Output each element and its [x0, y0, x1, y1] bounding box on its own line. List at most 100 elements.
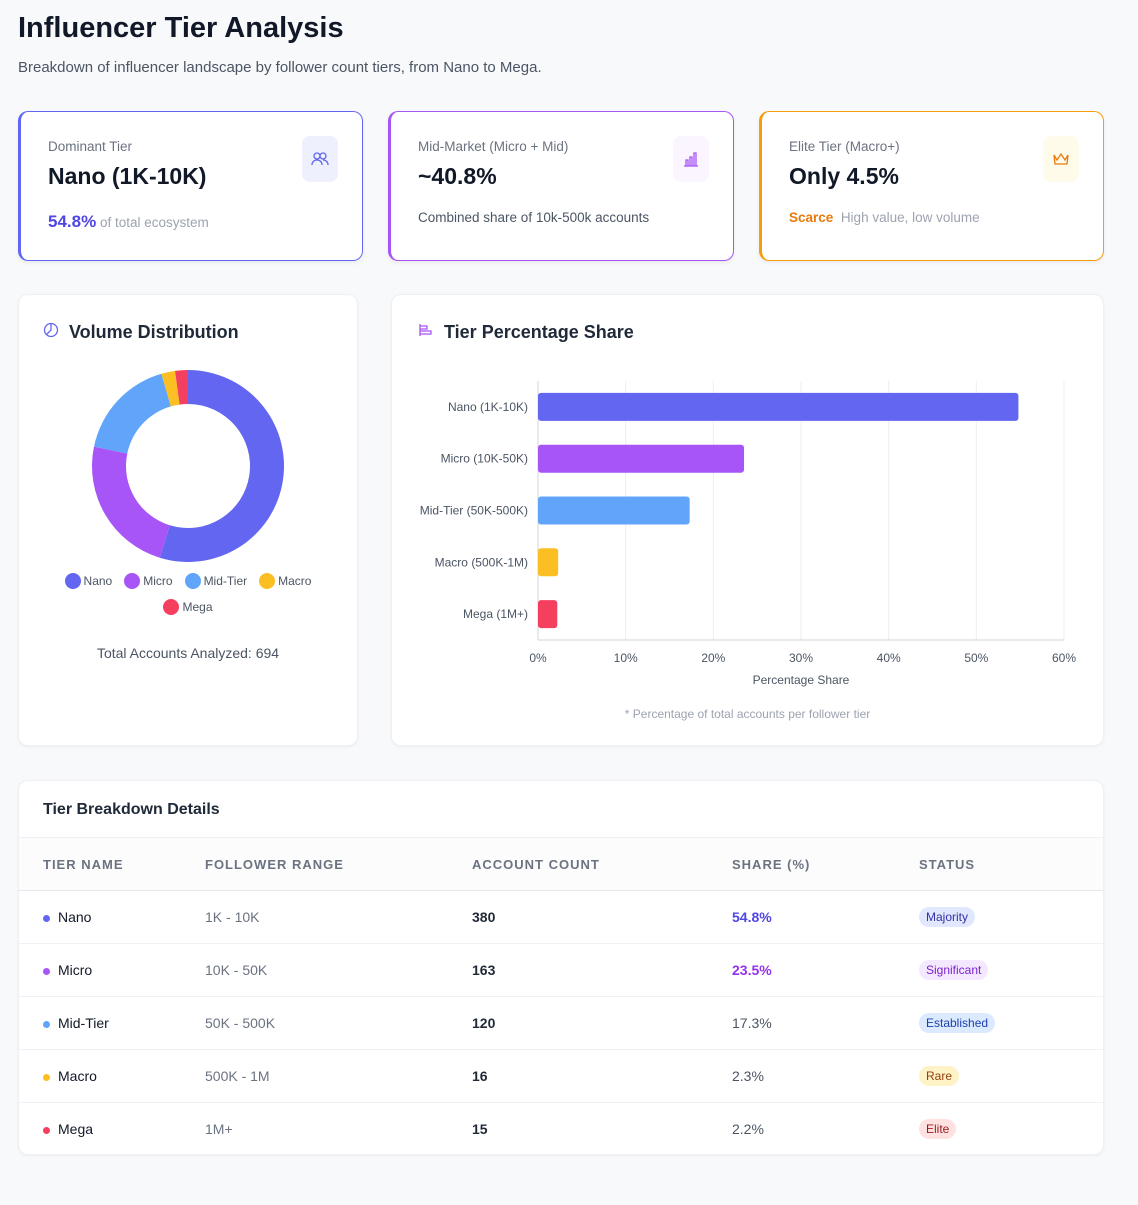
x-tick-label: 0% — [529, 651, 547, 665]
kpi-label: Dominant Tier — [48, 139, 133, 154]
x-axis-label: Percentage Share — [753, 673, 850, 687]
legend-label: Nano — [83, 574, 113, 588]
donut-slice-nano[interactable] — [159, 370, 284, 562]
tier-dot — [43, 1020, 50, 1028]
x-tick-label: 40% — [877, 651, 901, 665]
follower-range: 50K - 500K — [205, 996, 472, 1050]
table-row: Macro 500K - 1M 16 2.3% Rare — [19, 1049, 1103, 1103]
tier-name: Nano — [58, 909, 92, 925]
kpi-highlight: Scarce — [789, 210, 834, 225]
kpi-value: Nano (1K-10K) — [48, 163, 207, 189]
donut-slice-mid-tier[interactable] — [93, 373, 171, 454]
bar-3[interactable] — [538, 548, 559, 577]
col-header: SHARE (%) — [732, 837, 919, 891]
kpi-note: Combined share of 10k-500k accounts — [418, 210, 650, 225]
tier-name: Mega — [58, 1121, 94, 1137]
legend-item[interactable]: Micro — [124, 573, 173, 589]
donut-slice-macro[interactable] — [161, 370, 180, 407]
legend-item[interactable]: Macro — [259, 573, 311, 589]
status-badge: Majority — [919, 907, 976, 927]
kpi-note: High value, low volume — [840, 210, 980, 225]
legend-label: Micro — [143, 574, 173, 588]
account-count: 16 — [472, 1049, 732, 1103]
follower-range: 1K - 10K — [205, 890, 472, 944]
bar-1[interactable] — [538, 444, 745, 473]
tier-dot — [43, 967, 50, 975]
table-row: Mid-Tier 50K - 500K 120 17.3% Establishe… — [19, 996, 1103, 1050]
chart-footnote: * Percentage of total accounts per follo… — [624, 707, 871, 721]
crown-icon — [1043, 136, 1079, 182]
kpi-mid-market: Mid-Market (Micro + Mid) ~40.8% Combined… — [388, 111, 734, 261]
legend-item[interactable]: Mega — [163, 599, 213, 615]
account-count: 380 — [472, 890, 732, 944]
legend-swatch — [259, 573, 276, 589]
legend-swatch — [124, 573, 141, 589]
tier-dot — [43, 914, 50, 922]
follower-range: 10K - 50K — [205, 943, 472, 997]
kpi-value: ~40.8% — [418, 163, 497, 189]
x-tick-label: 20% — [701, 651, 725, 665]
bar-0[interactable] — [538, 392, 1019, 421]
bar-chart-icon — [673, 136, 709, 182]
table-row: Mega 1M+ 15 2.2% Elite — [19, 1102, 1103, 1154]
y-tick-label: Macro (500K-1M) — [435, 555, 528, 569]
y-tick-label: Mid-Tier (50K-500K) — [420, 504, 528, 518]
x-tick-label: 30% — [789, 651, 813, 665]
follower-range: 1M+ — [205, 1102, 472, 1154]
account-count: 120 — [472, 996, 732, 1050]
kpi-note: of total ecosystem — [99, 215, 209, 230]
table-row: Micro 10K - 50K 163 23.5% Significant — [19, 943, 1103, 997]
bar-chart: 0% 10% 20% 30% 40% 50% 60% Percentage Share Nano… — [420, 381, 1076, 687]
donut-chart — [91, 370, 284, 562]
share-percent: 2.2% — [732, 1102, 919, 1154]
donut-slice-mega[interactable] — [175, 370, 188, 405]
donut-slice-micro[interactable] — [91, 446, 170, 558]
users-icon — [302, 136, 338, 182]
status-badge: Significant — [919, 960, 989, 980]
status-badge: Established — [919, 1013, 996, 1033]
kpi-value: Only 4.5% — [789, 163, 899, 189]
total-accounts: Total Accounts Analyzed: 694 — [96, 645, 280, 661]
table-row: Nano 1K - 10K 380 54.8% Majority — [19, 890, 1103, 944]
col-header: STATUS — [919, 837, 1103, 891]
legend-label: Macro — [278, 574, 312, 588]
bar-2[interactable] — [538, 496, 690, 525]
y-tick-label: Mega (1M+) — [463, 607, 528, 621]
page-title: Influencer Tier Analysis — [18, 12, 344, 44]
legend-item[interactable]: Nano — [64, 573, 113, 589]
y-tick-label: Nano (1K-10K) — [448, 400, 528, 414]
volume-distribution-card: Volume Distribution Nano Micro Mid-Tier Mac… — [18, 294, 358, 746]
x-tick-label: 50% — [964, 651, 988, 665]
kpi-elite-tier: Elite Tier (Macro+) Only 4.5% Scarce Hig… — [759, 111, 1104, 261]
legend-label: Mid-Tier — [203, 574, 248, 588]
col-header: FOLLOWER RANGE — [205, 837, 472, 891]
account-count: 163 — [472, 943, 732, 997]
x-tick-label: 10% — [614, 651, 638, 665]
y-tick-label: Micro (10K-50K) — [441, 452, 528, 466]
account-count: 15 — [472, 1102, 732, 1154]
card-title: Tier Percentage Share — [444, 322, 634, 342]
legend-swatch — [184, 573, 201, 589]
tier-name: Micro — [58, 962, 93, 978]
tier-table: TIER NAME FOLLOWER RANGE ACCOUNT COUNT S… — [19, 837, 1103, 1154]
follower-range: 500K - 1M — [205, 1049, 472, 1103]
tier-dot — [43, 1073, 50, 1081]
tier-name: Mid-Tier — [58, 1015, 109, 1031]
bar-chart-icon — [418, 322, 434, 343]
kpi-label: Mid-Market (Micro + Mid) — [418, 139, 569, 154]
share-percent: 54.8% — [732, 890, 919, 944]
bar-4[interactable] — [538, 600, 558, 629]
legend-swatch — [163, 599, 180, 615]
legend-label: Mega — [182, 600, 213, 614]
pie-chart-icon — [43, 322, 59, 343]
tier-name: Macro — [58, 1068, 97, 1084]
page-subtitle: Breakdown of influencer landscape by fol… — [18, 59, 542, 76]
share-percent: 17.3% — [732, 996, 919, 1050]
col-header: TIER NAME — [19, 837, 205, 891]
legend-swatch — [64, 573, 81, 589]
legend-item[interactable]: Mid-Tier — [184, 573, 248, 589]
kpi-highlight: 54.8% — [48, 212, 97, 231]
x-tick-label: 60% — [1052, 651, 1076, 665]
table-title: Tier Breakdown Details — [43, 801, 220, 818]
status-badge: Elite — [919, 1119, 957, 1139]
